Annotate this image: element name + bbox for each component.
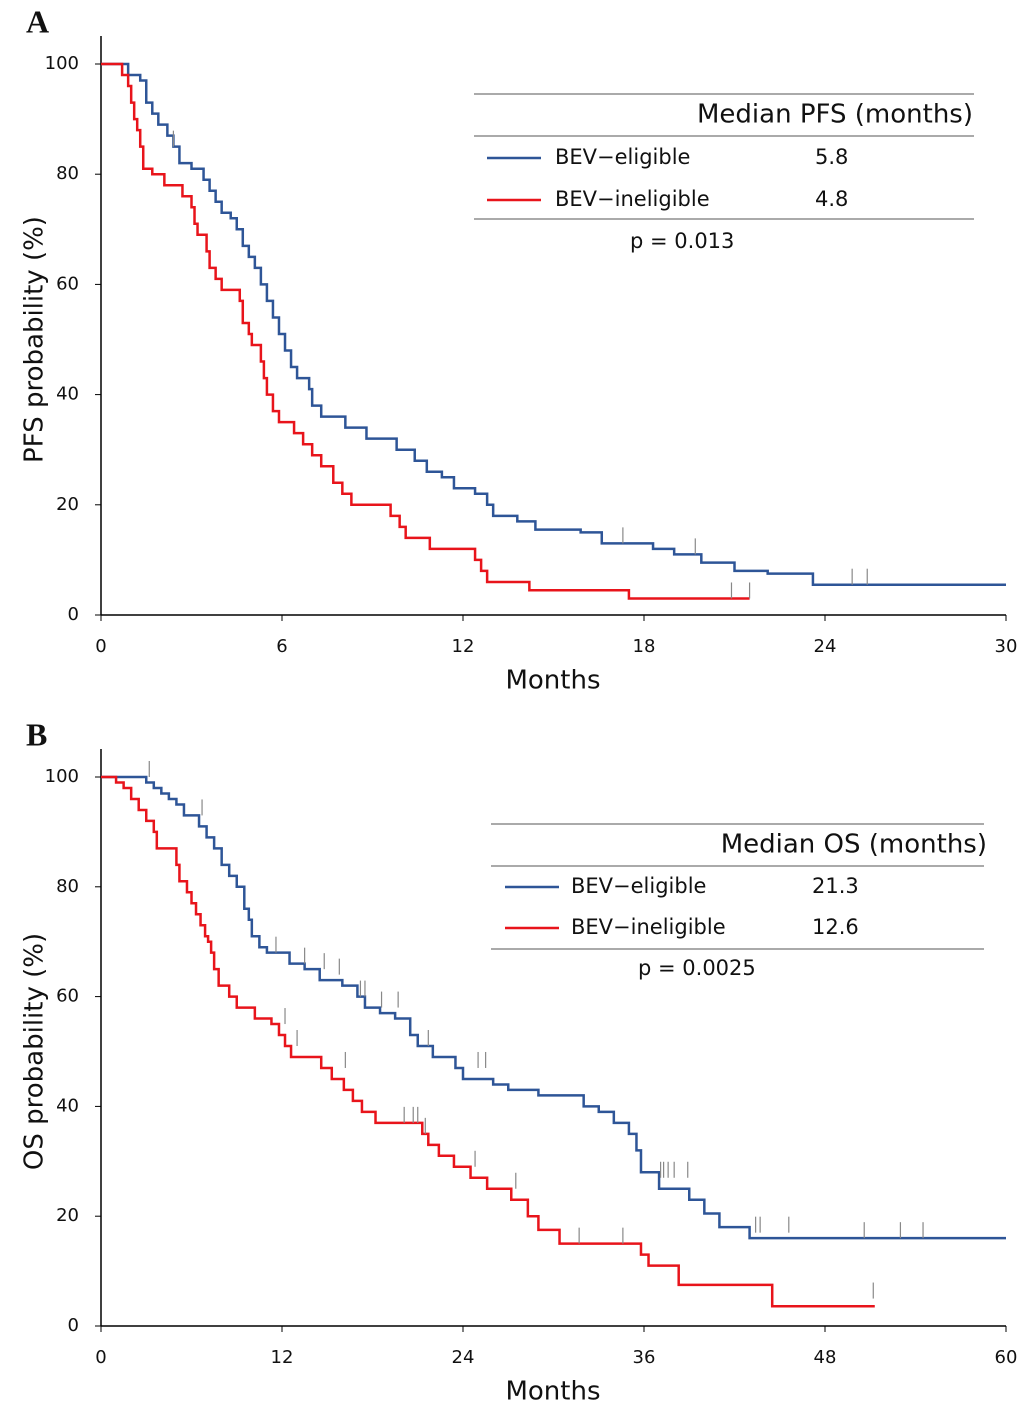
panel-label: A xyxy=(26,3,49,39)
x-tick-label: 30 xyxy=(995,636,1018,657)
p-value: p = 0.013 xyxy=(630,229,734,253)
y-axis-label: PFS probability (%) xyxy=(20,216,50,463)
p-value: p = 0.0025 xyxy=(638,956,756,980)
legend-label: BEV−eligible xyxy=(571,874,706,898)
x-axis-label: Months xyxy=(505,666,600,696)
x-axis-label: Months xyxy=(505,1377,600,1407)
x-tick-label: 6 xyxy=(276,636,287,657)
legend-title: Median PFS (months) xyxy=(697,100,973,130)
survival-curve xyxy=(101,62,1006,586)
y-tick-label: 40 xyxy=(56,1095,79,1116)
x-tick-label: 48 xyxy=(814,1347,837,1368)
y-tick-label: 40 xyxy=(56,384,79,405)
legend-title: Median OS (months) xyxy=(721,830,987,860)
legend-label: BEV−eligible xyxy=(555,145,690,169)
y-tick-label: 60 xyxy=(56,986,79,1007)
y-tick-label: 100 xyxy=(45,53,79,74)
panel-label: B xyxy=(26,716,47,752)
y-tick-label: 0 xyxy=(68,1315,79,1336)
y-tick-label: 100 xyxy=(45,766,79,787)
x-tick-label: 0 xyxy=(95,636,106,657)
legend-median: 5.8 xyxy=(815,145,848,169)
y-tick-label: 60 xyxy=(56,273,79,294)
legend-median: 4.8 xyxy=(815,187,848,211)
survival-curve xyxy=(101,62,750,600)
y-tick-label: 0 xyxy=(68,604,79,625)
x-tick-label: 12 xyxy=(452,636,475,657)
survival-curve xyxy=(101,775,875,1308)
x-tick-label: 0 xyxy=(95,1347,106,1368)
legend-label: BEV−ineligible xyxy=(571,915,726,939)
x-tick-label: 24 xyxy=(452,1347,475,1368)
x-tick-label: 18 xyxy=(633,636,656,657)
y-tick-label: 20 xyxy=(56,494,79,515)
x-tick-label: 36 xyxy=(633,1347,656,1368)
y-tick-label: 80 xyxy=(56,876,79,897)
legend-label: BEV−ineligible xyxy=(555,187,710,211)
y-tick-label: 80 xyxy=(56,163,79,184)
x-tick-label: 60 xyxy=(995,1347,1018,1368)
y-tick-label: 20 xyxy=(56,1205,79,1226)
survival-curve xyxy=(101,775,1006,1240)
legend-median: 21.3 xyxy=(812,874,859,898)
x-tick-label: 12 xyxy=(271,1347,294,1368)
x-tick-label: 24 xyxy=(814,636,837,657)
y-axis-label: OS probability (%) xyxy=(20,933,50,1170)
legend-median: 12.6 xyxy=(812,915,859,939)
